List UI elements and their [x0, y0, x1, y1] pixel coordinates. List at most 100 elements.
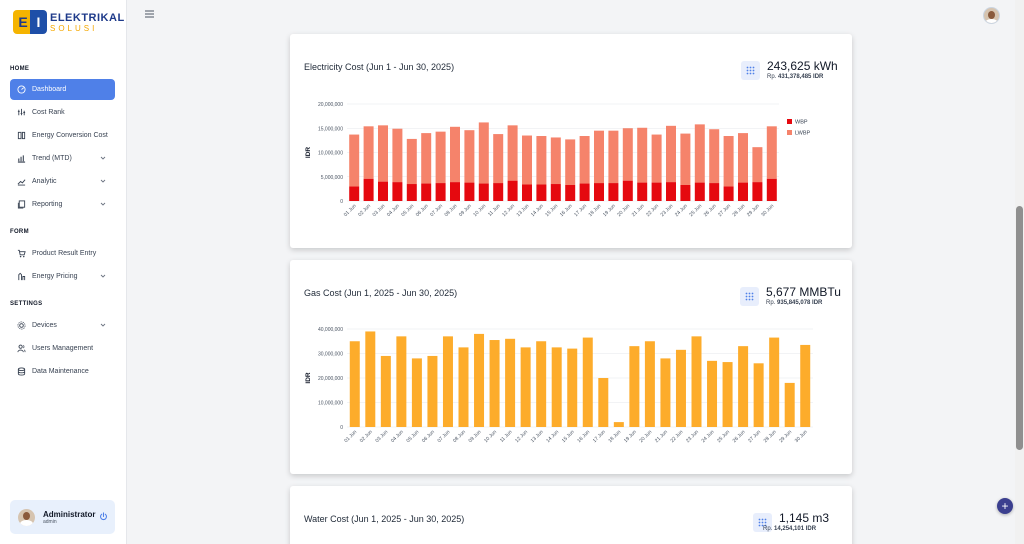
x-tick-label: 05 Jun	[400, 203, 415, 218]
analytic-icon	[17, 177, 26, 186]
bar	[493, 183, 504, 201]
bar	[707, 360, 718, 427]
x-tick-label: 10 Jun	[483, 429, 498, 444]
x-tick-label: 24 Jun	[701, 429, 716, 444]
brand-tagline: SOLUSI	[50, 23, 98, 33]
bar	[651, 182, 662, 201]
rank-icon	[17, 108, 26, 117]
chevron-down-icon	[100, 156, 106, 160]
x-tick-label: 24 Jun	[674, 203, 689, 218]
bar	[522, 184, 532, 201]
bar	[598, 378, 609, 427]
bar	[680, 184, 691, 201]
hamburger-icon[interactable]	[145, 10, 154, 18]
legend-label: WBP	[795, 120, 808, 126]
x-tick-label: 19 Jun	[623, 429, 638, 444]
bar	[507, 180, 518, 201]
bar	[579, 183, 590, 201]
y-tick-label: 20,000,000	[318, 376, 343, 382]
user-card: Administrator admin	[10, 500, 115, 534]
sidebar-item-cost-rank[interactable]: Cost Rank	[10, 102, 115, 123]
x-tick-label: 02 Jun	[357, 203, 372, 218]
bar	[458, 347, 469, 427]
sidebar-item-devices[interactable]: Devices	[10, 315, 115, 336]
x-tick-label: 15 Jun	[544, 203, 559, 218]
sidebar-item-reporting[interactable]: Reporting	[10, 194, 115, 215]
bar	[644, 341, 655, 427]
bar	[722, 362, 733, 427]
bar	[474, 333, 485, 427]
x-tick-label: 02 Jun	[359, 429, 374, 444]
y-tick-label: 40,000,000	[318, 327, 343, 333]
bar	[666, 182, 676, 201]
scrollbar-thumb[interactable]	[1016, 206, 1023, 450]
bar	[522, 135, 532, 185]
bar	[406, 184, 417, 201]
x-tick-label: 28 Jun	[732, 203, 747, 218]
x-tick-label: 18 Jun	[588, 203, 603, 218]
logo-mark-icon: E I	[13, 10, 47, 34]
sidebar-item-users-management[interactable]: Users Management	[10, 338, 115, 359]
bar	[784, 382, 795, 427]
x-tick-label: 22 Jun	[645, 203, 660, 218]
x-tick-label: 09 Jun	[458, 203, 473, 218]
pricing-icon	[17, 272, 26, 281]
bar	[637, 127, 648, 183]
x-tick-label: 13 Jun	[530, 429, 545, 444]
power-icon[interactable]	[99, 512, 108, 521]
bar	[421, 183, 432, 201]
x-tick-label: 16 Jun	[576, 429, 591, 444]
bar	[442, 336, 453, 427]
bar	[769, 337, 780, 427]
database-icon	[17, 367, 26, 376]
x-tick-label: 08 Jun	[444, 203, 459, 218]
sidebar-item-energy-conversion-cost[interactable]: Energy Conversion Cost	[10, 125, 115, 146]
sidebar-item-energy-pricing[interactable]: Energy Pricing	[10, 266, 115, 287]
bar	[349, 186, 360, 201]
x-tick-label: 30 Jun	[760, 203, 775, 218]
x-tick-label: 20 Jun	[616, 203, 631, 218]
x-tick-label: 05 Jun	[405, 429, 420, 444]
bar	[613, 422, 624, 427]
grid-icon	[741, 61, 760, 80]
bar	[766, 126, 777, 179]
sidebar-item-trend-mtd[interactable]: Trend (MTD)	[10, 148, 115, 169]
bar	[738, 182, 748, 201]
bar	[723, 186, 734, 201]
bar	[608, 130, 619, 184]
users-icon	[17, 344, 26, 353]
brand-logo[interactable]: E I ELEKTRIKAL SOLUSI	[13, 10, 125, 34]
bar	[363, 126, 374, 179]
user-role: admin	[43, 518, 57, 525]
profile-avatar[interactable]	[983, 7, 1000, 24]
bar	[723, 136, 734, 187]
x-tick-label: 21 Jun	[654, 429, 669, 444]
bar	[536, 341, 547, 427]
conversion-icon	[17, 131, 26, 140]
bar	[752, 182, 763, 201]
bar	[493, 134, 504, 184]
x-tick-label: 01 Jun	[343, 429, 358, 444]
x-tick-label: 07 Jun	[437, 429, 452, 444]
bar	[637, 182, 648, 201]
bar	[450, 182, 460, 201]
bar	[435, 183, 446, 201]
chevron-down-icon	[100, 274, 106, 278]
gas-card-title: Gas Cost (Jun 1, 2025 - Jun 30, 2025)	[304, 288, 458, 298]
bar	[464, 130, 475, 183]
sidebar-item-dashboard[interactable]: Dashboard	[10, 79, 115, 100]
y-tick-label: 15,000,000	[318, 126, 343, 132]
bar	[380, 355, 391, 427]
sidebar-item-data-maintenance[interactable]: Data Maintenance	[10, 361, 115, 382]
x-tick-label: 29 Jun	[778, 429, 793, 444]
bar	[505, 338, 516, 427]
bar	[752, 147, 763, 183]
sidebar-item-product-result-entry[interactable]: Product Result Entry	[10, 243, 115, 264]
sidebar-item-analytic[interactable]: Analytic	[10, 171, 115, 192]
bar	[608, 183, 619, 201]
add-icon[interactable]: +	[997, 498, 1013, 514]
sidebar: E I ELEKTRIKAL SOLUSI HOME Dashboard Cos…	[0, 0, 127, 544]
water-card-title: Water Cost (Jun 1, 2025 - Jun 30, 2025)	[304, 514, 465, 524]
gas-stat-value: 5,677 MMBTu	[766, 285, 841, 299]
chevron-down-icon	[100, 202, 106, 206]
